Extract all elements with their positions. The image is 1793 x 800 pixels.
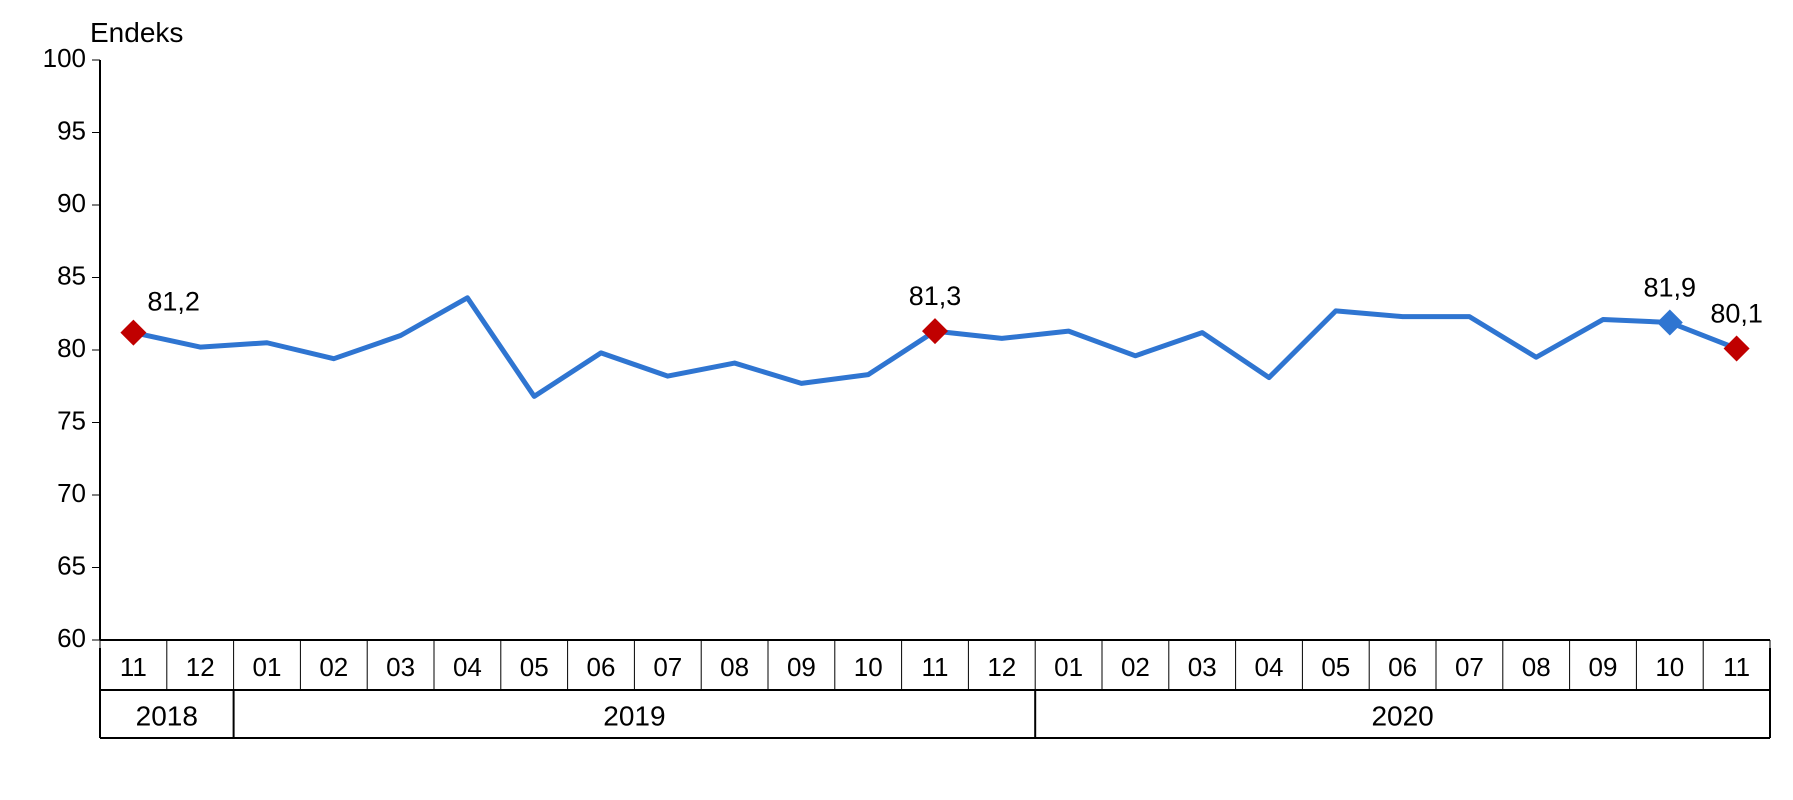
x-month-label: 04 xyxy=(1255,652,1284,682)
x-month-label: 02 xyxy=(1121,652,1150,682)
x-month-label: 01 xyxy=(1054,652,1083,682)
y-tick-label: 90 xyxy=(57,188,86,218)
y-tick-label: 75 xyxy=(57,405,86,435)
endeks-line-chart: Endeks 60 65 70 75 80 85 90 95 100 11 12 01 02 03 04 05 0… xyxy=(0,0,1793,800)
x-month-label: 07 xyxy=(653,652,682,682)
x-month-label: 08 xyxy=(1522,652,1551,682)
y-tick-label: 85 xyxy=(57,260,86,290)
x-month-label: 11 xyxy=(922,652,949,682)
y-tick-label: 80 xyxy=(57,333,86,363)
data-label: 81,2 xyxy=(147,287,200,317)
x-month-label: 09 xyxy=(1589,652,1618,682)
y-tick-label: 60 xyxy=(57,623,86,653)
x-month-label: 11 xyxy=(1723,652,1750,682)
x-year-label: 2019 xyxy=(603,700,665,731)
data-label: 80,1 xyxy=(1710,299,1763,329)
x-month-label: 12 xyxy=(186,652,215,682)
x-month-label: 03 xyxy=(1188,652,1217,682)
y-tick-label: 65 xyxy=(57,550,86,580)
x-month-label: 10 xyxy=(854,652,883,682)
x-month-label: 05 xyxy=(520,652,549,682)
x-month-label: 11 xyxy=(120,652,147,682)
x-month-label: 10 xyxy=(1655,652,1684,682)
data-label: 81,9 xyxy=(1644,272,1697,302)
x-month-label: 01 xyxy=(253,652,282,682)
x-year-label: 2018 xyxy=(136,700,198,731)
y-axis-title: Endeks xyxy=(90,17,183,48)
data-label: 81,3 xyxy=(909,281,962,311)
x-month-label: 07 xyxy=(1455,652,1484,682)
x-year-label: 2020 xyxy=(1371,700,1433,731)
x-month-label: 05 xyxy=(1321,652,1350,682)
y-tick-label: 70 xyxy=(57,478,86,508)
y-tick-label: 100 xyxy=(43,43,86,73)
x-month-label: 04 xyxy=(453,652,482,682)
y-tick-label: 95 xyxy=(57,115,86,145)
x-month-label: 06 xyxy=(1388,652,1417,682)
x-month-label: 09 xyxy=(787,652,816,682)
x-month-label: 12 xyxy=(987,652,1016,682)
x-month-label: 03 xyxy=(386,652,415,682)
x-month-label: 02 xyxy=(319,652,348,682)
x-month-label: 08 xyxy=(720,652,749,682)
x-month-label: 06 xyxy=(587,652,616,682)
